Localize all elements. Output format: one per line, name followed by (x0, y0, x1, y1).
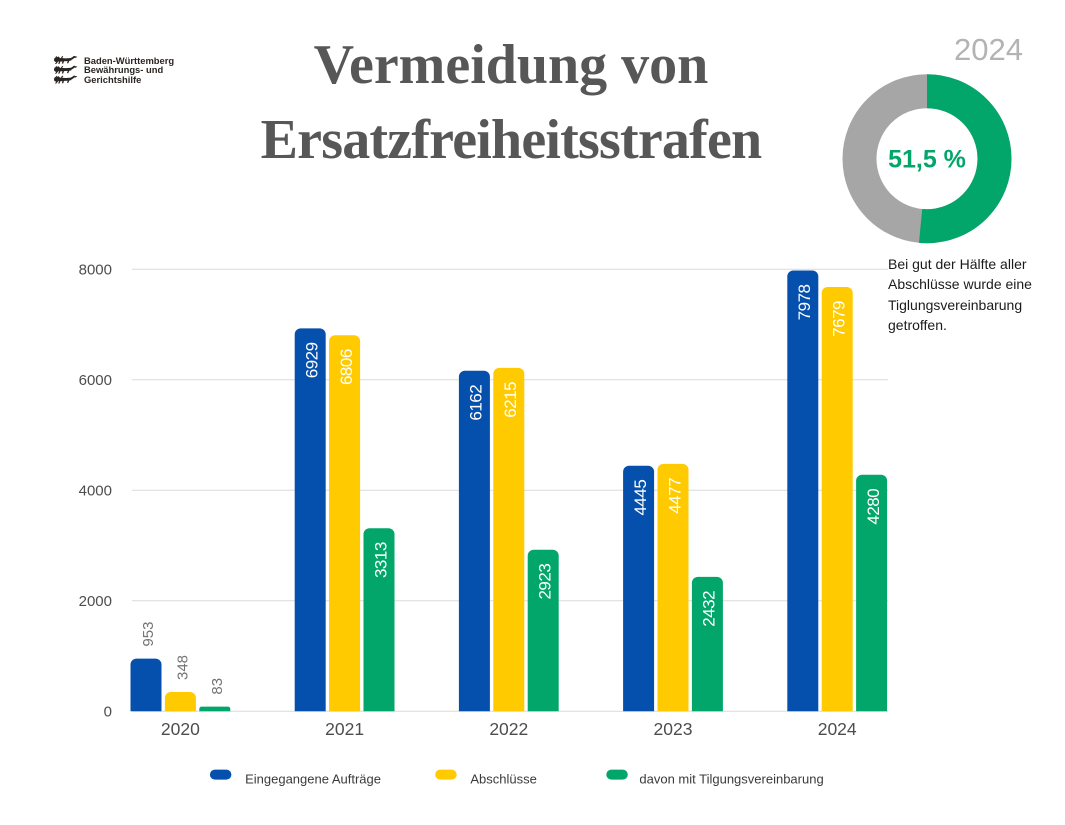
svg-text:4445: 4445 (631, 480, 650, 516)
svg-text:348: 348 (174, 655, 191, 680)
svg-text:6215: 6215 (501, 382, 520, 418)
svg-text:4280: 4280 (864, 489, 883, 525)
svg-text:Eingegangene Aufträge: Eingegangene Aufträge (245, 771, 381, 786)
svg-text:7978: 7978 (795, 284, 814, 320)
svg-text:51,5 %: 51,5 % (888, 146, 966, 174)
svg-text:2021: 2021 (325, 719, 364, 739)
svg-text:2020: 2020 (161, 719, 200, 739)
svg-text:83: 83 (209, 678, 226, 695)
svg-text:4000: 4000 (79, 483, 112, 500)
svg-text:8000: 8000 (79, 262, 112, 279)
svg-text:2023: 2023 (654, 719, 693, 739)
svg-text:2432: 2432 (700, 591, 719, 627)
svg-text:2000: 2000 (79, 593, 112, 610)
svg-text:6806: 6806 (337, 349, 356, 385)
svg-text:Abschlüsse: Abschlüsse (470, 771, 536, 786)
svg-text:davon mit Tilgungsvereinbarung: davon mit Tilgungsvereinbarung (639, 771, 823, 786)
svg-text:953: 953 (140, 622, 157, 647)
svg-text:0: 0 (104, 704, 112, 721)
svg-text:6929: 6929 (303, 342, 322, 378)
svg-text:2022: 2022 (489, 719, 528, 739)
svg-text:3313: 3313 (371, 542, 390, 578)
svg-text:4477: 4477 (665, 478, 684, 514)
svg-text:2923: 2923 (536, 564, 555, 600)
svg-text:7679: 7679 (830, 301, 849, 337)
svg-text:2024: 2024 (818, 719, 857, 739)
svg-text:6162: 6162 (467, 385, 486, 421)
svg-text:6000: 6000 (79, 372, 112, 389)
